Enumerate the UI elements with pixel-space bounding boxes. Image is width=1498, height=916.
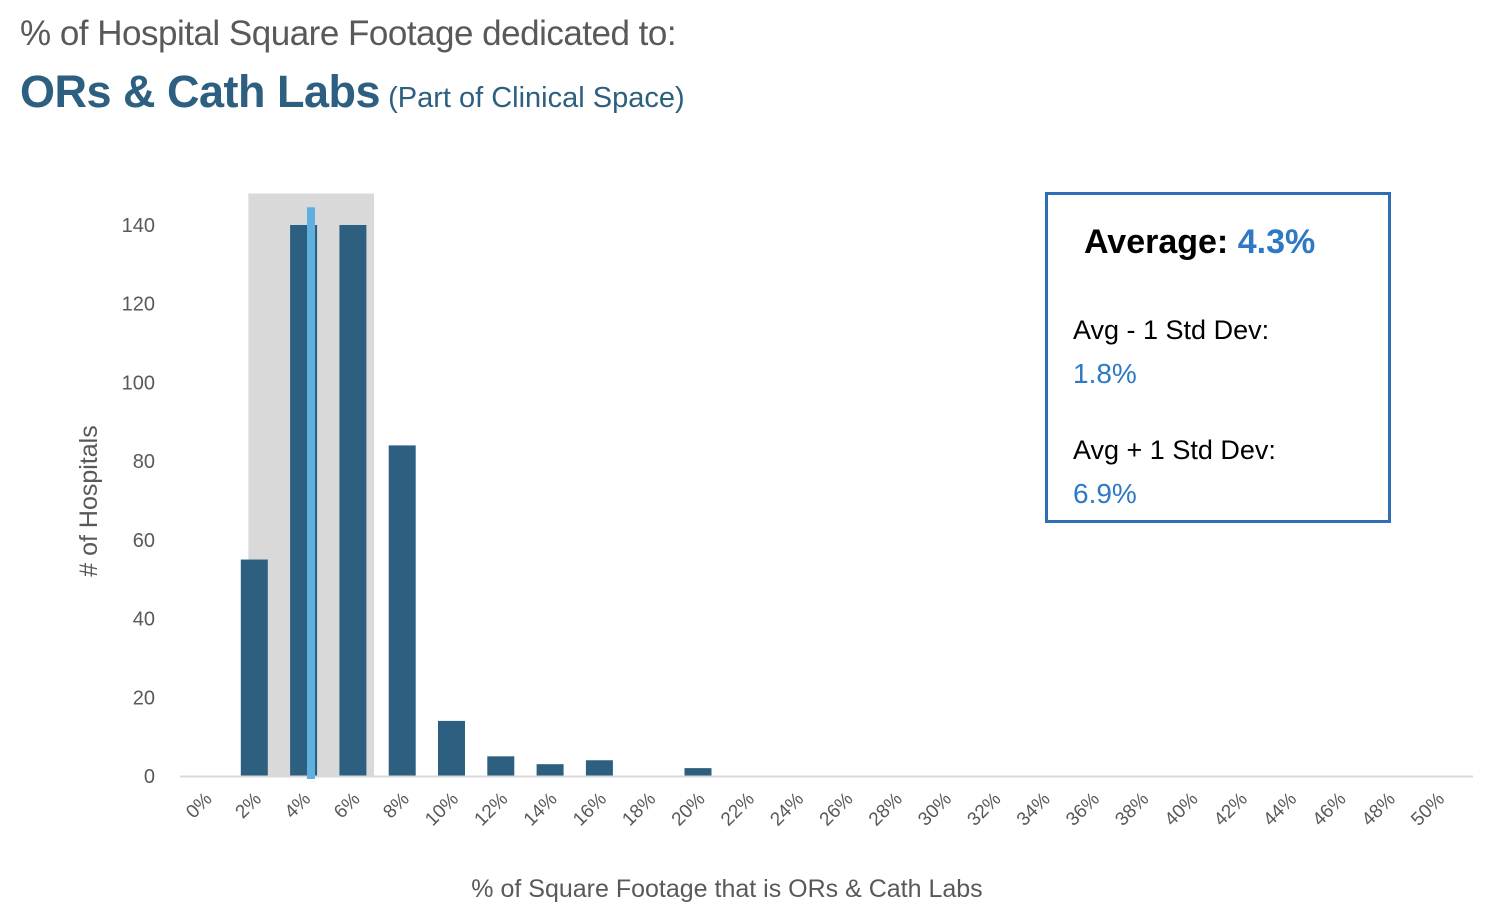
y-tick-label: 100 <box>122 372 155 394</box>
x-tick-label: 18% <box>618 789 660 831</box>
x-tick-label: 26% <box>816 789 858 831</box>
bar-8% <box>389 445 416 776</box>
average-label: Average: <box>1084 223 1228 261</box>
x-ticks: 0% 2% 4% 6% 8% 10% 12% 14% 16% 18% 20% 22% 24% 26% 28%… <box>182 789 1449 831</box>
x-tick-label: 34% <box>1013 789 1055 831</box>
y-tick-label: 140 <box>122 215 155 237</box>
bar-6% <box>339 225 366 776</box>
x-tick-label: 24% <box>766 789 808 831</box>
x-tick-label: 42% <box>1210 789 1252 831</box>
bar-16% <box>586 760 613 776</box>
bar-10% <box>438 721 465 776</box>
y-tick-label: 20 <box>133 687 155 709</box>
x-tick-label: 44% <box>1259 789 1301 831</box>
x-tick-label: 38% <box>1111 789 1153 831</box>
bar-12% <box>487 756 514 776</box>
x-tick-label: 2% <box>232 789 266 823</box>
x-tick-label: 0% <box>182 789 216 823</box>
plus-sd-value: 6.9% <box>1073 478 1137 510</box>
average-stat: Average: 4.3% <box>1084 223 1315 262</box>
bar-14% <box>537 764 564 776</box>
x-tick-label: 16% <box>569 789 611 831</box>
x-tick-label: 20% <box>668 789 710 831</box>
plus-sd-label: Avg + 1 Std Dev: <box>1073 435 1276 466</box>
y-ticks: 0 20 40 60 80 100 120 140 <box>122 215 155 788</box>
x-tick-label: 4% <box>281 789 315 823</box>
x-tick-label: 14% <box>520 789 562 831</box>
average-line <box>307 207 315 779</box>
x-tick-label: 36% <box>1062 789 1104 831</box>
stats-box: Average: 4.3% Avg - 1 Std Dev: 1.8% Avg … <box>1045 192 1391 523</box>
x-tick-label: 50% <box>1407 789 1449 831</box>
x-tick-label: 40% <box>1161 789 1203 831</box>
y-axis-title: # of Hospitals <box>75 425 103 576</box>
x-tick-label: 28% <box>865 789 907 831</box>
minus-sd-value: 1.8% <box>1073 358 1137 390</box>
y-tick-label: 60 <box>133 530 155 552</box>
x-axis-title: % of Square Footage that is ORs & Cath L… <box>471 875 982 903</box>
y-tick-label: 120 <box>122 294 155 316</box>
average-value: 4.3% <box>1238 223 1316 261</box>
y-tick-label: 0 <box>144 766 155 788</box>
x-tick-label: 46% <box>1309 789 1351 831</box>
x-tick-label: 10% <box>421 789 463 831</box>
x-tick-label: 12% <box>471 789 513 831</box>
x-tick-label: 6% <box>330 789 364 823</box>
x-tick-label: 30% <box>914 789 956 831</box>
x-tick-label: 8% <box>379 789 413 823</box>
x-tick-label: 32% <box>964 789 1006 831</box>
minus-sd-label: Avg - 1 Std Dev: <box>1073 315 1269 346</box>
y-tick-label: 80 <box>133 451 155 473</box>
bar-2% <box>241 560 268 776</box>
x-tick-label: 22% <box>717 789 759 831</box>
y-tick-label: 40 <box>133 609 155 631</box>
bar-20% <box>685 768 712 776</box>
x-tick-label: 48% <box>1358 789 1400 831</box>
